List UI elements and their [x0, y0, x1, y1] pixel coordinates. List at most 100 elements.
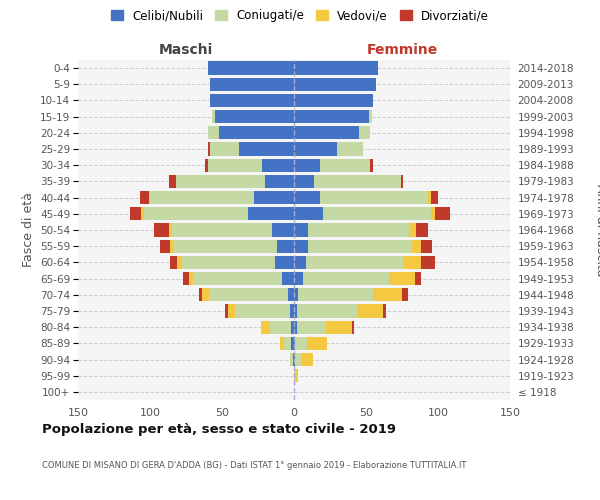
Bar — [288, 288, 294, 302]
Bar — [219, 126, 294, 140]
Bar — [170, 240, 173, 253]
Bar — [323, 207, 431, 220]
Bar — [290, 353, 293, 366]
Bar — [307, 336, 327, 350]
Bar — [415, 272, 421, 285]
Bar — [160, 240, 170, 253]
Bar — [294, 207, 323, 220]
Bar — [262, 158, 294, 172]
Bar — [291, 320, 294, 334]
Bar — [294, 256, 305, 269]
Bar — [295, 369, 298, 382]
Bar — [409, 224, 416, 236]
Bar — [295, 336, 307, 350]
Bar — [189, 272, 193, 285]
Bar — [294, 336, 295, 350]
Bar — [178, 256, 182, 269]
Bar — [208, 142, 211, 156]
Bar — [337, 142, 363, 156]
Bar — [302, 272, 389, 285]
Bar — [294, 353, 295, 366]
Bar — [373, 288, 402, 302]
Bar — [308, 224, 409, 236]
Bar — [298, 288, 373, 302]
Bar — [294, 272, 302, 285]
Bar — [150, 191, 254, 204]
Bar — [261, 320, 269, 334]
Bar — [293, 353, 294, 366]
Bar — [401, 175, 403, 188]
Bar — [294, 288, 298, 302]
Bar — [291, 336, 294, 350]
Bar — [208, 126, 219, 140]
Bar — [308, 240, 412, 253]
Bar — [421, 240, 432, 253]
Bar — [416, 224, 428, 236]
Bar — [283, 272, 294, 285]
Bar — [183, 272, 189, 285]
Bar — [176, 175, 265, 188]
Bar — [431, 191, 438, 204]
Bar — [275, 256, 294, 269]
Bar — [294, 62, 377, 74]
Bar — [294, 142, 337, 156]
Text: COMUNE DI MISANO DI GERA D'ADDA (BG) - Dati ISTAT 1° gennaio 2019 - Elaborazione: COMUNE DI MISANO DI GERA D'ADDA (BG) - D… — [42, 460, 466, 469]
Bar — [294, 191, 320, 204]
Bar — [269, 320, 291, 334]
Bar — [294, 78, 376, 91]
Bar — [314, 175, 401, 188]
Bar — [428, 191, 431, 204]
Bar — [305, 256, 403, 269]
Bar — [369, 110, 372, 124]
Bar — [294, 175, 314, 188]
Bar — [294, 110, 369, 124]
Bar — [211, 94, 294, 107]
Bar — [182, 256, 275, 269]
Bar — [205, 158, 208, 172]
Y-axis label: Anni di nascita: Anni di nascita — [594, 184, 600, 276]
Bar — [130, 207, 142, 220]
Bar — [358, 304, 383, 318]
Bar — [294, 158, 320, 172]
Bar — [173, 240, 277, 253]
Legend: Celibi/Nubili, Coniugati/e, Vedovi/e, Divorziati/e: Celibi/Nubili, Coniugati/e, Vedovi/e, Di… — [107, 6, 493, 26]
Bar — [383, 304, 386, 318]
Bar — [294, 240, 308, 253]
Text: Maschi: Maschi — [159, 44, 213, 58]
Bar — [294, 369, 295, 382]
Bar — [144, 207, 248, 220]
Bar — [370, 158, 373, 172]
Bar — [277, 240, 294, 253]
Bar — [290, 304, 294, 318]
Bar — [228, 304, 235, 318]
Bar — [301, 353, 313, 366]
Bar — [140, 191, 149, 204]
Bar — [412, 240, 421, 253]
Bar — [212, 110, 215, 124]
Bar — [202, 288, 209, 302]
Y-axis label: Fasce di età: Fasce di età — [22, 192, 35, 268]
Bar — [272, 224, 294, 236]
Bar — [172, 224, 272, 236]
Bar — [435, 207, 449, 220]
Bar — [208, 158, 262, 172]
Bar — [326, 320, 352, 334]
Bar — [352, 320, 355, 334]
Bar — [225, 304, 228, 318]
Bar — [199, 288, 202, 302]
Bar — [211, 78, 294, 91]
Bar — [403, 256, 421, 269]
Bar — [389, 272, 415, 285]
Bar — [297, 304, 358, 318]
Bar — [294, 224, 308, 236]
Bar — [169, 224, 172, 236]
Text: Femmine: Femmine — [367, 44, 437, 58]
Bar — [320, 191, 428, 204]
Bar — [193, 272, 283, 285]
Bar — [294, 94, 373, 107]
Bar — [431, 207, 435, 220]
Bar — [154, 224, 169, 236]
Bar — [280, 336, 284, 350]
Bar — [402, 288, 408, 302]
Bar — [284, 336, 291, 350]
